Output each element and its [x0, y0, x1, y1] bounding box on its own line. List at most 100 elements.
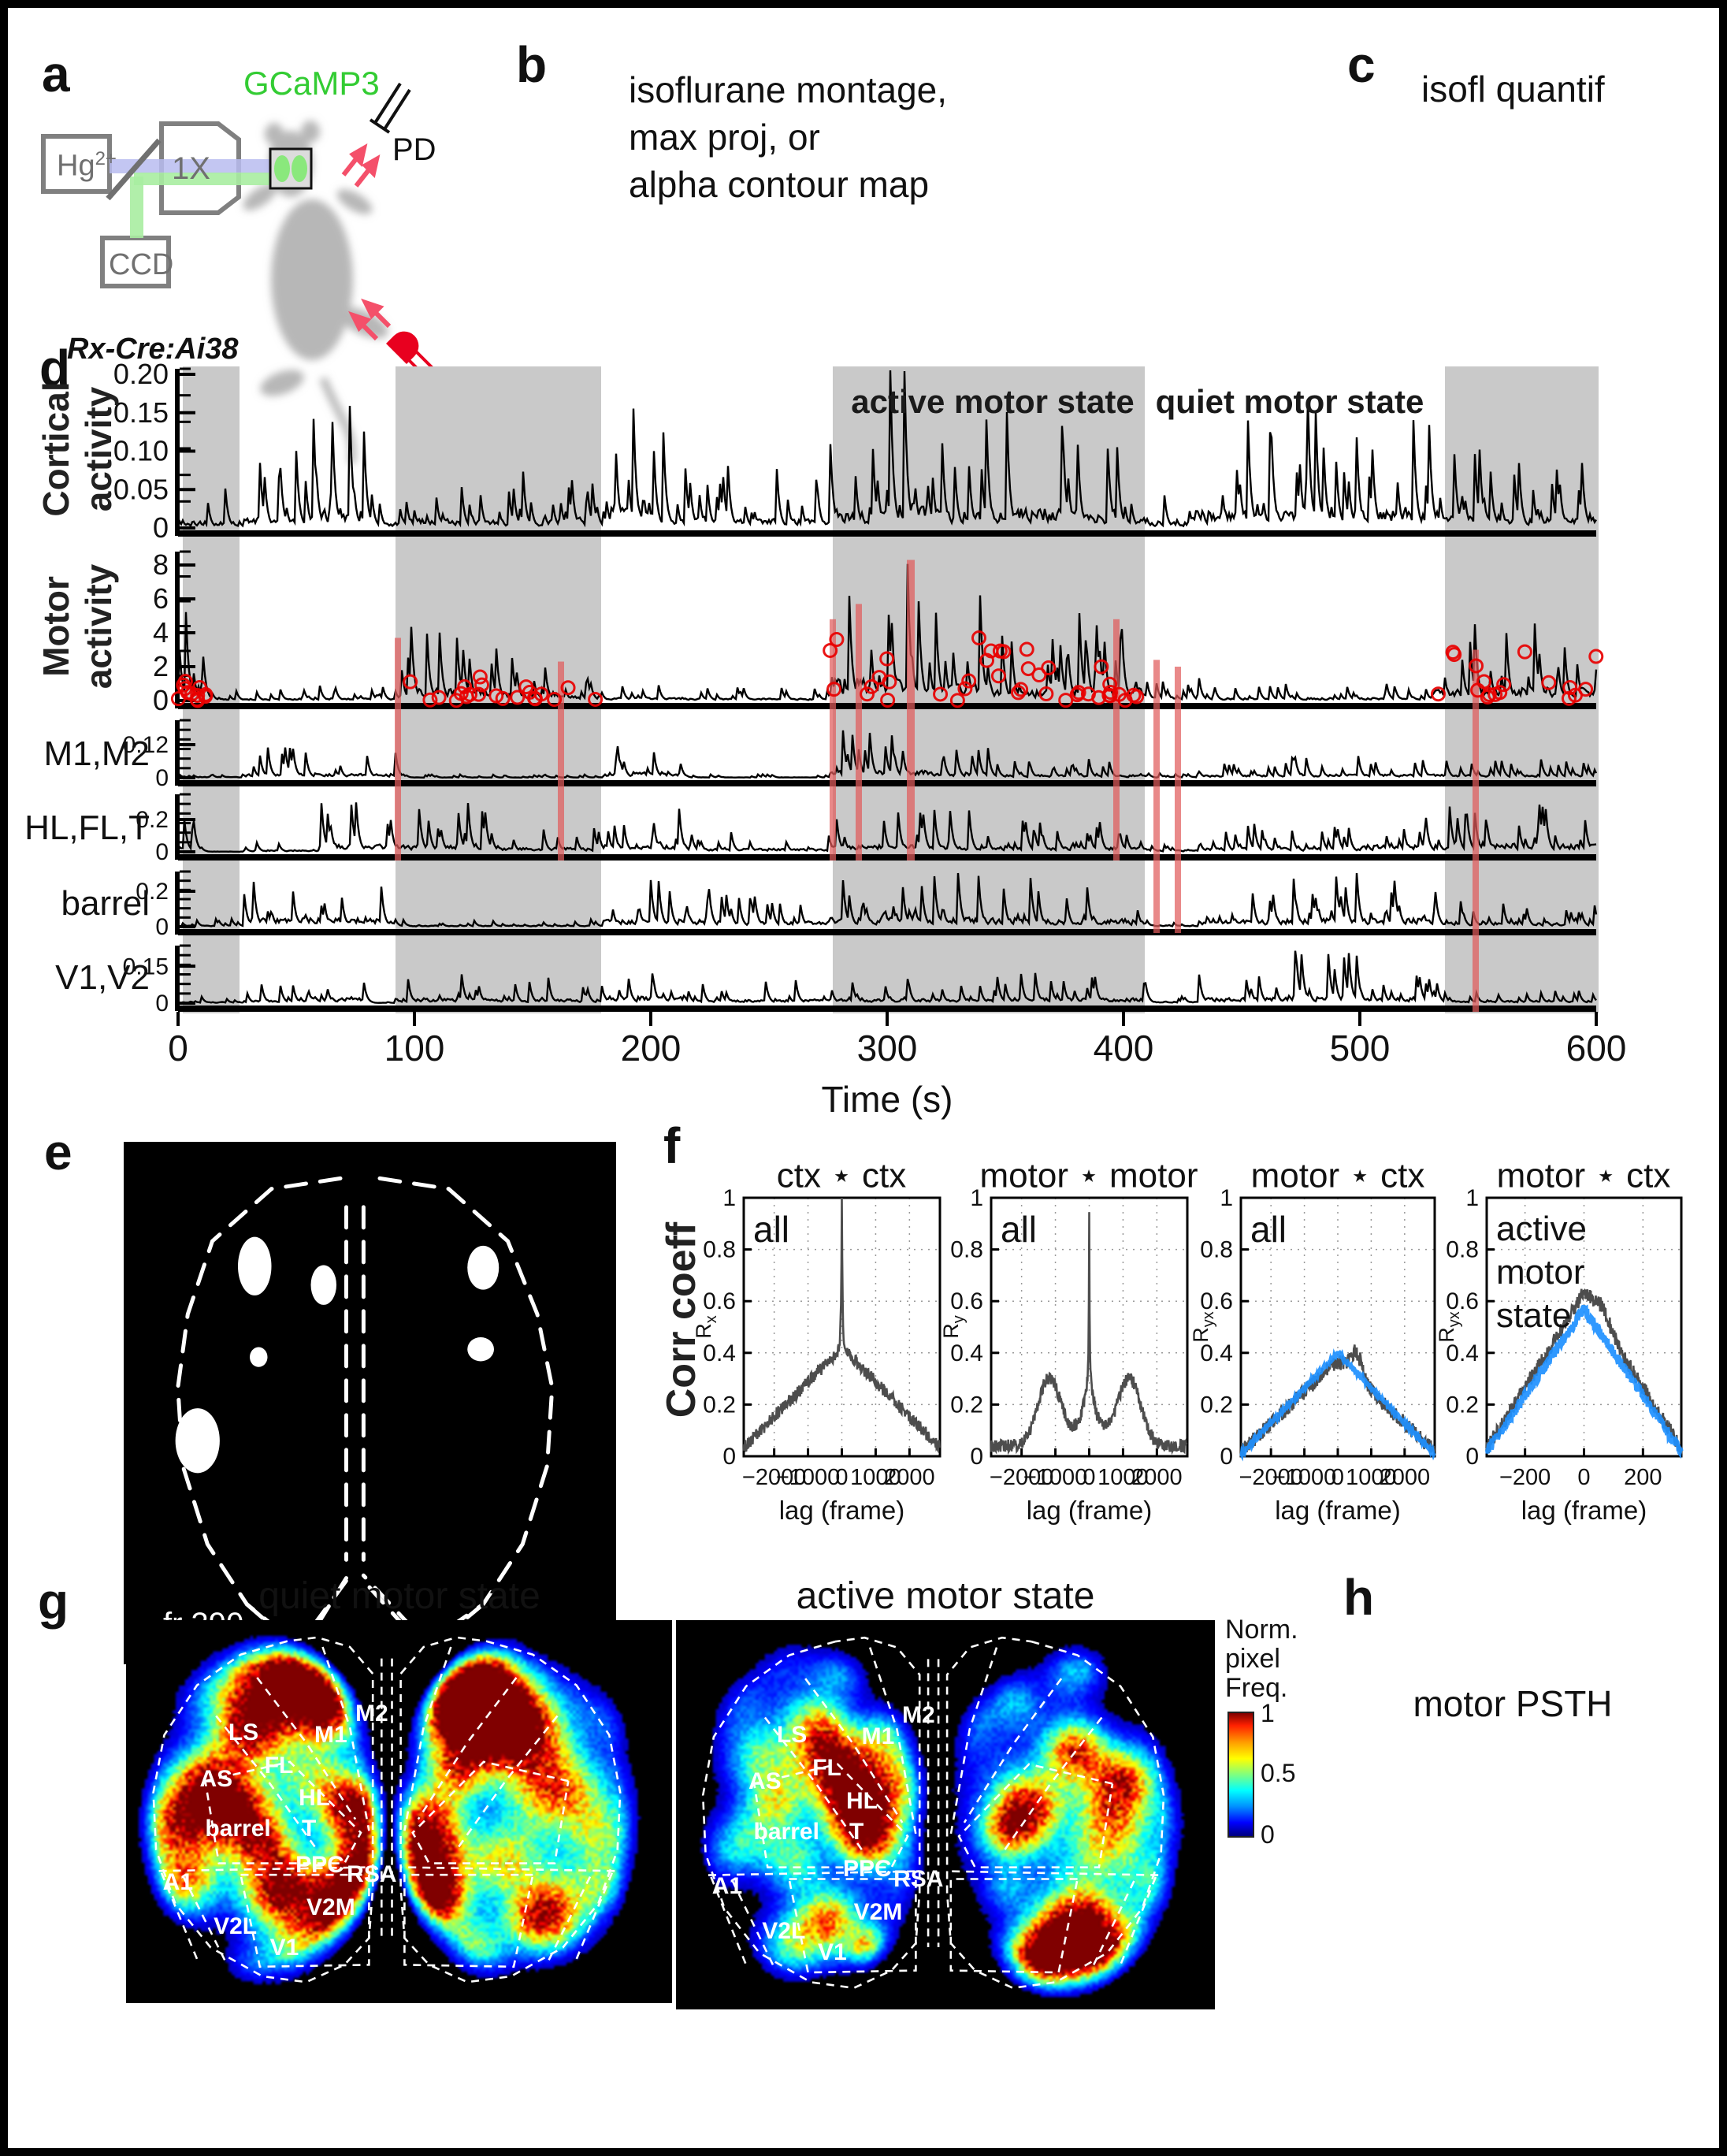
- detected-movement-marker: [979, 652, 995, 668]
- brain-outline-dashed: [361, 1176, 555, 1646]
- atlas-boundary: [947, 1870, 1159, 1876]
- minor-tick: [180, 649, 191, 652]
- detected-movement-marker: [1080, 686, 1096, 702]
- y-tick-label: 0.2: [1200, 1392, 1233, 1418]
- active-state-heatmap: LS M2 M1 FL AS HL barrel T PPC RSA A1 V2M V2L V1: [676, 1620, 1215, 2009]
- detected-movement-marker: [1445, 645, 1461, 660]
- major-tick: [180, 818, 195, 821]
- region-label-rsa: RSA: [347, 1861, 397, 1888]
- y-tick-label: 0: [970, 1444, 983, 1470]
- y-spine: [175, 946, 180, 1011]
- region-label-ls: LS: [776, 1721, 808, 1748]
- brain-left: [274, 155, 290, 182]
- active-pixel-blob: [467, 1245, 500, 1290]
- atlas-boundary: [158, 1866, 373, 1872]
- detected-movement-marker: [949, 693, 965, 708]
- baseline: [178, 530, 1596, 537]
- major-tick: [180, 890, 195, 893]
- minor-tick: [180, 757, 191, 760]
- lag-axis-label: lag (frame): [1027, 1496, 1153, 1525]
- y-tick-label: 0: [155, 839, 169, 865]
- major-tick: [180, 850, 195, 853]
- panel-c-letter: c: [1347, 36, 1376, 93]
- y-tick-label: 0.2: [136, 879, 169, 905]
- y-tick-label: 0: [153, 684, 169, 716]
- minor-tick: [180, 822, 191, 824]
- lag-axis-label: lag (frame): [1521, 1496, 1647, 1525]
- panel-a-letter: a: [42, 46, 70, 102]
- quiet-map-title: quiet motor state: [258, 1575, 540, 1617]
- minor-tick: [180, 793, 191, 796]
- y-tick-label: 0.4: [1446, 1340, 1479, 1366]
- heatmap-canvas: [676, 1620, 1215, 2009]
- x-tick: [1358, 1012, 1361, 1026]
- detected-movement-marker: [1031, 667, 1047, 682]
- major-tick: [180, 665, 195, 668]
- note-line: active: [1496, 1210, 1587, 1248]
- region-label-rsa: RSA: [893, 1865, 944, 1892]
- major-tick: [180, 449, 195, 453]
- y-tick-label: 0.6: [950, 1288, 983, 1314]
- x-tick-label: −2000: [1239, 1465, 1302, 1490]
- region-label-m1: M1: [314, 1721, 347, 1748]
- subplot-ylabel: Ryx: [1189, 1311, 1217, 1343]
- baseline: [178, 929, 1596, 935]
- detected-movement-marker: [547, 692, 563, 708]
- detected-movement-marker: [971, 630, 986, 646]
- atlas-boundary: [400, 1866, 615, 1872]
- trace-cortical: [176, 370, 1597, 529]
- minor-tick: [180, 953, 191, 957]
- detected-movement-marker: [1469, 658, 1484, 674]
- axis-label-line: activity: [78, 386, 119, 512]
- y-tick-label: 0.2: [703, 1392, 736, 1418]
- detected-movement-marker: [471, 686, 487, 702]
- note-line: state: [1496, 1296, 1572, 1335]
- region-label-v1: V1: [818, 1939, 847, 1966]
- x-tick: [413, 1012, 416, 1026]
- active-pixel-blob: [310, 1265, 336, 1305]
- note-line: motor: [1496, 1253, 1585, 1292]
- detected-movement-marker: [198, 689, 214, 704]
- baseline: [178, 780, 1596, 786]
- region-label-m2: M2: [901, 1702, 935, 1729]
- detected-movement-marker: [462, 686, 478, 702]
- x-tick-label: −2000: [990, 1465, 1053, 1490]
- major-tick: [180, 488, 195, 492]
- atlas-overlay: [152, 1636, 622, 1983]
- axis-label-line: Motor: [35, 576, 76, 677]
- detected-movement-marker: [1517, 644, 1532, 660]
- minor-tick: [180, 831, 191, 835]
- minor-tick: [180, 916, 191, 919]
- y-tick-label: 0.15: [123, 953, 169, 979]
- y-tick-label: 0.8: [1200, 1237, 1233, 1263]
- x-tick-label: 2000: [884, 1465, 935, 1490]
- detected-movement-marker: [1019, 641, 1034, 657]
- cortical-activity-axis-label: Cortical activity: [14, 364, 140, 534]
- detected-movement-marker: [957, 681, 973, 697]
- detected-movement-marker: [403, 674, 418, 690]
- region-label-a1: A1: [162, 1868, 194, 1895]
- f4-title: motor ⋆ ctx: [1496, 1156, 1671, 1195]
- minor-tick: [180, 983, 191, 986]
- minor-tick: [180, 767, 191, 770]
- y-spine: [175, 720, 180, 786]
- f2-note: all: [1001, 1209, 1038, 1250]
- motor-activity-axis-label: Motor activity: [14, 541, 140, 712]
- detected-movement-marker: [510, 690, 526, 705]
- atlas-boundary: [731, 1880, 777, 1972]
- detected-movement-marker: [1058, 693, 1074, 708]
- minor-tick: [180, 898, 191, 901]
- genotype-label: Rx-Cre:Ai38: [67, 333, 239, 366]
- atlas-boundary: [701, 1636, 921, 1990]
- y-tick-label: 0.4: [1200, 1340, 1233, 1366]
- region-label-ppc: PPC: [842, 1856, 892, 1883]
- major-tick: [180, 526, 195, 530]
- axis-label-line: Cortical: [35, 381, 76, 517]
- mask-frame: fr 390: [124, 1142, 616, 1664]
- x-tick-label: −1000: [1272, 1465, 1336, 1490]
- panel-h-text: motor PSTH: [1413, 1683, 1613, 1724]
- dichroic-mirror: [106, 138, 162, 201]
- x-tick-label: 400: [1094, 1028, 1154, 1069]
- detected-movement-marker: [1431, 686, 1447, 702]
- y-spine: [175, 872, 180, 935]
